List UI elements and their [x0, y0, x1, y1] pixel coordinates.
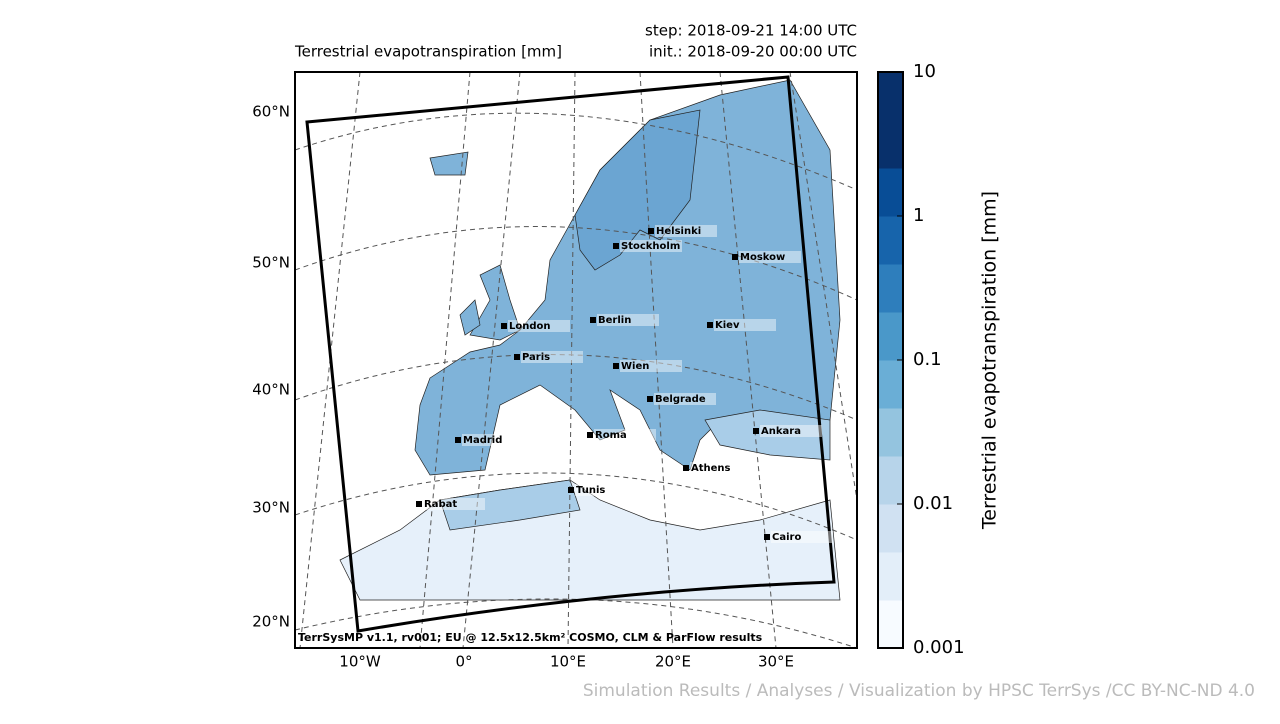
city-label-bg [760, 425, 822, 437]
city-label: Berlin [598, 315, 631, 326]
city-label: Madrid [463, 435, 502, 446]
lat-label: 20°N [252, 613, 290, 631]
city-label: Belgrade [655, 394, 706, 405]
city-label: London [509, 321, 551, 332]
city-marker [683, 465, 689, 471]
city-marker [590, 317, 596, 323]
colorbar-band [878, 456, 903, 505]
city-label-bg [654, 393, 716, 405]
lon-label: 10°E [550, 653, 586, 671]
city-label: Wien [621, 361, 649, 372]
city-marker [501, 323, 507, 329]
colorbar-tick-label: 1 [913, 205, 924, 226]
city-label-bg [655, 225, 717, 237]
city-label: Kiev [715, 320, 740, 331]
colorbar-band [878, 408, 903, 457]
city-marker [613, 363, 619, 369]
city-label: Tunis [576, 485, 605, 496]
colorbar-band [878, 600, 903, 649]
city-marker [613, 243, 619, 249]
city-marker [753, 428, 759, 434]
lon-label: 0° [455, 653, 472, 671]
city-marker [647, 396, 653, 402]
city-label-bg [594, 429, 656, 441]
lon-label: 30°E [758, 653, 794, 671]
land [339, 79, 841, 601]
city-marker [568, 487, 574, 493]
colorbar-band [878, 120, 903, 169]
step-label: step: 2018-09-21 14:00 UTC [645, 22, 857, 40]
city-label: Moskow [740, 252, 785, 263]
city-marker [648, 228, 654, 234]
city-label-bg [620, 360, 682, 372]
lon-label: 20°E [655, 653, 691, 671]
city-label-bg [508, 320, 570, 332]
city-marker [514, 354, 520, 360]
colorbar-band [878, 312, 903, 361]
city-label: Cairo [772, 532, 801, 543]
lon-label: 10°W [339, 653, 381, 671]
city-marker [416, 501, 422, 507]
colorbar-band [878, 552, 903, 601]
colorbar-band [878, 264, 903, 313]
city-label-bg [714, 319, 776, 331]
city-label-bg [739, 251, 801, 263]
lat-label: 50°N [252, 254, 290, 272]
city-label-bg [620, 240, 682, 252]
map-footer: TerrSysMP v1.1, rv001; EU @ 12.5x12.5km²… [298, 631, 763, 644]
city-marker [732, 254, 738, 260]
colorbar-band [878, 360, 903, 409]
city-label: Ankara [761, 426, 801, 437]
city-marker [587, 432, 593, 438]
city-label-bg [690, 462, 752, 474]
city-label: Athens [691, 463, 731, 474]
city-label: Roma [595, 430, 627, 441]
city-label-bg [575, 484, 637, 496]
city-label: Helsinki [656, 226, 701, 237]
city-label: Stockholm [621, 241, 680, 252]
lat-label: 40°N [252, 381, 290, 399]
colorbar-label: Terrestrial evapotranspiration [mm] [979, 191, 1001, 530]
city-label-bg [423, 498, 485, 510]
city-label-bg [597, 314, 659, 326]
init-label: init.: 2018-09-20 00:00 UTC [649, 43, 857, 61]
colorbar-tick-label: 10 [913, 61, 936, 82]
colorbar-band [878, 504, 903, 553]
colorbar-band [878, 216, 903, 265]
colorbar-tick-label: 0.01 [913, 493, 953, 514]
colorbar-band [878, 168, 903, 217]
city-label-bg [462, 434, 524, 446]
lat-label: 60°N [252, 103, 290, 121]
domain-boundary [305, 75, 836, 633]
credit: Simulation Results / Analyses / Visualiz… [583, 681, 1255, 701]
city-marker [455, 437, 461, 443]
city-label-bg [521, 351, 583, 363]
colorbar-tick-label: 0.001 [913, 637, 965, 658]
lat-label: 30°N [252, 499, 290, 517]
map-frame [294, 71, 858, 649]
colorbar-band [878, 72, 903, 121]
city-marker [707, 322, 713, 328]
map-title: Terrestrial evapotranspiration [mm] [294, 43, 562, 61]
city-label-bg [771, 531, 833, 543]
city-marker [764, 534, 770, 540]
colorbar-tick-label: 0.1 [913, 349, 942, 370]
city-label: Paris [522, 352, 550, 363]
map-body [295, 72, 857, 648]
city-label: Rabat [424, 499, 457, 510]
